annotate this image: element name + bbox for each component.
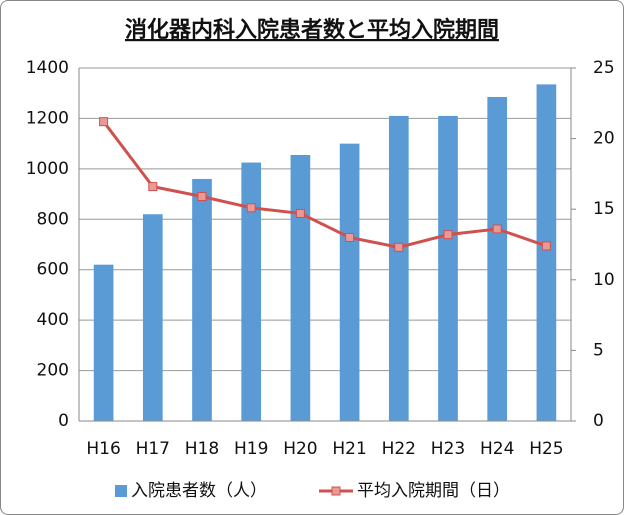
x-tick-label: H22: [382, 439, 416, 459]
y-tick-label: 400: [37, 310, 69, 330]
y2-tick-label: 25: [593, 58, 615, 78]
line-marker: [345, 232, 355, 242]
y2-tick-label: 20: [593, 129, 615, 149]
bar: [241, 162, 262, 421]
line-marker: [443, 230, 453, 240]
bar: [536, 84, 557, 421]
line-marker: [197, 191, 207, 201]
x-tick-label: H18: [185, 439, 219, 459]
legend-label: 平均入院期間（日）: [357, 481, 510, 501]
x-tick-label: H17: [136, 439, 170, 459]
bar: [192, 178, 212, 421]
y2-tick-label: 5: [593, 340, 604, 360]
line-marker: [492, 224, 502, 234]
legend-label: 入院患者数（人）: [131, 481, 267, 501]
y2-tick-label: 10: [593, 270, 615, 290]
bar: [339, 143, 360, 421]
bar: [93, 264, 114, 421]
bar: [142, 214, 163, 421]
line-marker: [148, 182, 158, 192]
x-tick-label: H21: [332, 439, 366, 459]
line-marker: [541, 241, 551, 251]
y-tick-label: 1200: [26, 108, 69, 128]
y-tick-label: 600: [37, 260, 69, 280]
y-tick-label: 200: [37, 361, 69, 381]
legend-swatch: [115, 485, 127, 497]
line-marker: [295, 208, 305, 218]
y-tick-label: 1400: [26, 58, 69, 78]
y-tick-label: 1000: [26, 159, 69, 179]
x-tick-label: H24: [480, 439, 514, 459]
y-tick-label: 800: [37, 209, 69, 229]
y2-tick-label: 15: [593, 199, 615, 219]
x-tick-label: H16: [86, 439, 120, 459]
x-tick-label: H19: [234, 439, 268, 459]
line-marker: [99, 117, 109, 127]
line-marker: [246, 203, 256, 213]
y-tick-label: 0: [58, 411, 69, 431]
x-tick-label: H25: [529, 439, 563, 459]
bar: [487, 96, 508, 421]
x-tick-label: H23: [431, 439, 465, 459]
bar: [438, 115, 458, 422]
bar: [388, 115, 409, 422]
line: [102, 120, 547, 249]
chart-title: 消化器内科入院患者数と平均入院期間: [125, 17, 499, 43]
bar: [290, 154, 311, 421]
x-tick-label: H20: [283, 439, 317, 459]
legend-marker: [331, 486, 341, 496]
y2-tick-label: 0: [593, 411, 604, 431]
line-marker: [394, 242, 404, 252]
